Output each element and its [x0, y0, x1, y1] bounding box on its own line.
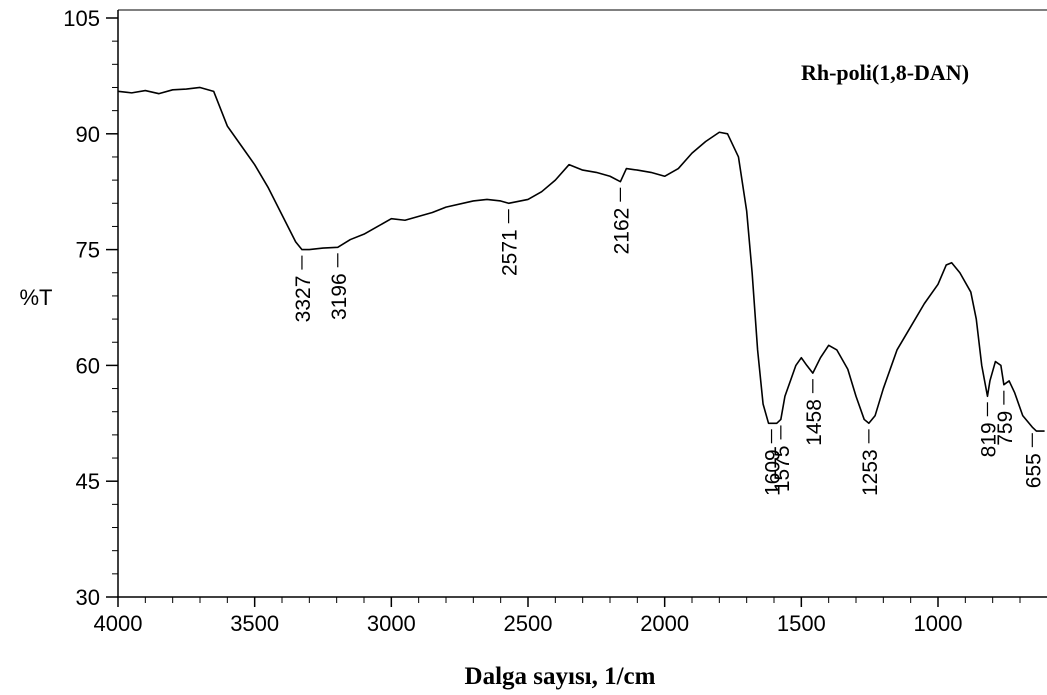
y-axis-label: %T	[20, 285, 53, 310]
x-tick-label: 2000	[640, 611, 689, 636]
peak-label: 1458	[803, 399, 826, 446]
y-tick-label: 45	[76, 469, 100, 494]
peak-label: 1609	[762, 449, 785, 496]
x-axis-label: Dalga sayısı, 1/cm	[465, 663, 656, 690]
peak-label: 2571	[499, 229, 522, 276]
peak-label: 655	[1022, 453, 1045, 488]
spectrum-line	[117, 86, 1045, 432]
x-tick-label: 1500	[777, 611, 826, 636]
peak-label: 3327	[292, 276, 315, 323]
peak-label: 759	[994, 411, 1017, 446]
y-tick-label: 75	[76, 238, 100, 263]
x-tick-label: 3500	[230, 611, 279, 636]
y-tick-label: 105	[63, 6, 100, 31]
x-tick-label: 3000	[367, 611, 416, 636]
y-tick-label: 30	[76, 585, 100, 610]
y-tick-label: 90	[76, 122, 100, 147]
peak-label: 2162	[610, 208, 633, 255]
peak-label: 1253	[859, 449, 882, 496]
x-tick-label: 4000	[94, 611, 143, 636]
x-tick-label: 2500	[504, 611, 553, 636]
x-tick-label: 1000	[914, 611, 963, 636]
peak-label: 1575	[771, 445, 794, 492]
y-tick-label: 60	[76, 353, 100, 378]
peak-label: 819	[977, 422, 1000, 457]
peak-label: 3196	[328, 273, 351, 320]
chart-title: Rh-poli(1,8-DAN)	[801, 60, 969, 85]
